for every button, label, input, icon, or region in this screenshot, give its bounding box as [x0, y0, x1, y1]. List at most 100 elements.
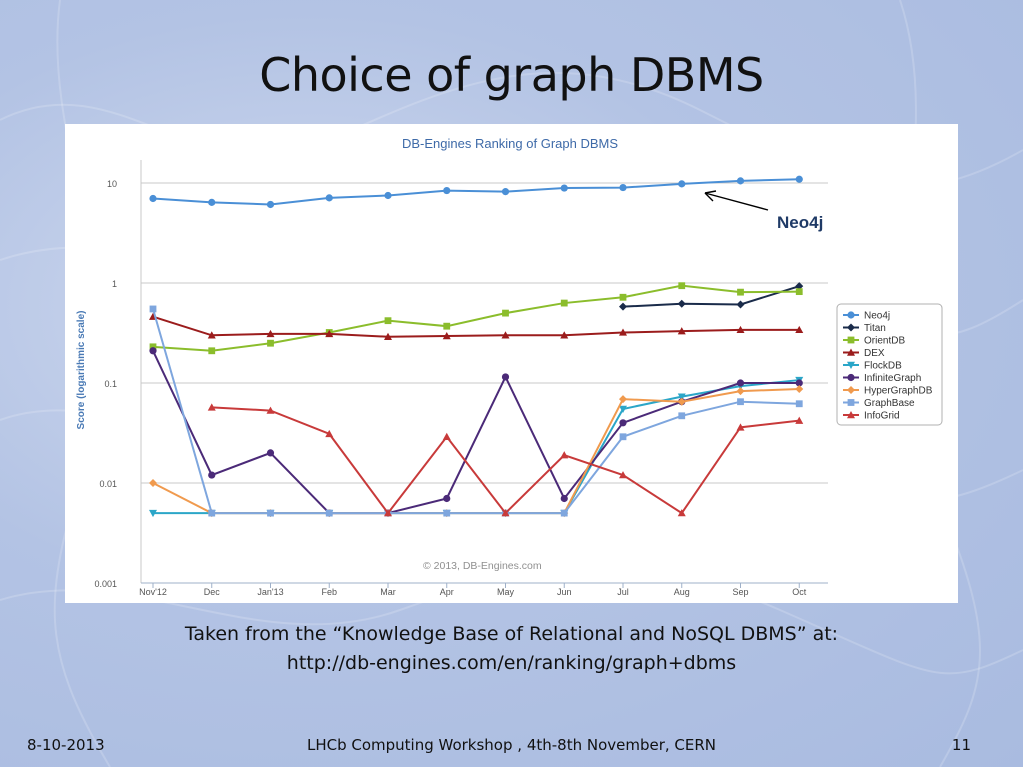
data-point-graphbase	[678, 412, 686, 420]
chart-credit: © 2013, DB-Engines.com	[423, 560, 542, 572]
data-point-infogrid	[442, 432, 451, 440]
data-point-orientdb	[795, 288, 803, 296]
series-line-orientdb	[152, 284, 800, 352]
x-tick-label: Jun	[557, 587, 572, 597]
series-line-hypergraphdb	[152, 388, 800, 515]
data-point-flockdb	[619, 405, 627, 413]
data-point-infogrid	[266, 406, 275, 414]
data-point-graphbase	[737, 398, 744, 406]
line-chart: DB-Engines Ranking of Graph DBMS Score (…	[76, 136, 943, 597]
data-point-dex	[384, 332, 392, 340]
legend-label-graphbase: GraphBase	[864, 398, 915, 409]
data-point-infinitegraph	[501, 373, 510, 381]
data-point-infinitegraph	[443, 494, 451, 503]
legend-box	[836, 303, 943, 426]
data-point-neo4j	[501, 188, 510, 196]
legend-marker-orientdb	[847, 336, 855, 344]
legend-label-flockdb: FlockDB	[864, 361, 902, 372]
data-point-dex	[560, 331, 569, 339]
legend-marker-neo4j	[847, 311, 855, 319]
data-point-dex	[619, 328, 627, 336]
data-point-graphbase	[325, 509, 333, 517]
data-point-orientdb	[267, 339, 274, 347]
x-tick-label: Jul	[617, 587, 629, 597]
x-tick-label: Feb	[321, 587, 337, 597]
data-point-neo4j	[266, 200, 275, 209]
legend-marker-graphbase	[847, 399, 855, 406]
data-point-dex	[677, 327, 686, 335]
data-point-dex	[266, 329, 275, 338]
chart-title: DB-Engines Ranking of Graph DBMS	[402, 136, 618, 151]
data-point-dex	[795, 325, 804, 334]
data-point-graphbase	[795, 400, 803, 408]
data-point-orientdb	[678, 282, 686, 290]
data-point-infogrid	[384, 509, 392, 517]
legend-marker-infogrid	[847, 411, 855, 419]
data-point-titan	[619, 302, 627, 311]
x-tick-label: Mar	[380, 587, 396, 597]
data-point-orientdb	[384, 317, 392, 325]
data-point-neo4j	[325, 194, 333, 202]
data-point-graphbase	[149, 305, 157, 313]
data-point-titan	[795, 282, 804, 291]
data-point-infinitegraph	[560, 494, 568, 503]
legend-label-hypergraphdb: HyperGraphDB	[864, 386, 933, 397]
caption-url[interactable]: http://db-engines.com/en/ranking/graph+d…	[286, 652, 737, 674]
data-point-flockdb	[149, 509, 157, 518]
data-point-hypergraphdb	[677, 397, 686, 406]
series-layer	[149, 175, 804, 518]
data-point-graphbase	[267, 509, 274, 517]
x-tick-label: Nov'12	[139, 587, 167, 597]
data-point-dex	[442, 332, 451, 340]
series-line-infogrid	[211, 406, 800, 515]
y-tick-label: 0.01	[99, 479, 117, 489]
series-orientdb	[149, 282, 803, 355]
y-tick-label: 1	[112, 279, 117, 289]
data-point-dex	[736, 325, 745, 334]
legend-marker-infinitegraph	[847, 373, 855, 382]
legend-label-dex: DEX	[864, 348, 885, 359]
data-point-infogrid	[207, 403, 216, 411]
data-point-graphbase	[208, 509, 216, 517]
data-point-hypergraphdb	[619, 395, 627, 404]
data-point-titan	[677, 299, 686, 308]
data-point-infinitegraph	[149, 347, 157, 355]
data-point-infinitegraph	[266, 449, 275, 457]
slide-title: Choice of graph DBMS	[259, 48, 764, 102]
x-tick-label: Jan'13	[257, 587, 283, 597]
series-line-neo4j	[152, 178, 800, 206]
data-point-neo4j	[795, 175, 803, 183]
data-point-orientdb	[560, 299, 568, 307]
legend-label-infinitegraph: InfiniteGraph	[864, 373, 921, 384]
x-tick-label: Aug	[674, 587, 690, 597]
series-titan	[619, 282, 804, 311]
x-tick-label: Apr	[440, 587, 454, 597]
data-point-hypergraphdb	[736, 387, 745, 396]
data-point-orientdb	[208, 347, 216, 355]
data-point-orientdb	[737, 288, 744, 296]
legend-marker-hypergraphdb	[847, 386, 855, 394]
data-point-infogrid	[677, 509, 686, 517]
y-tick-label: 10	[107, 179, 117, 189]
neo4j-annotation: Neo4j	[704, 190, 823, 232]
series-infogrid	[207, 403, 804, 517]
annotation-arrow	[704, 192, 769, 211]
series-graphbase	[149, 305, 803, 517]
x-tick-label: Oct	[792, 587, 807, 597]
data-point-orientdb	[149, 343, 157, 351]
data-point-hypergraphdb	[149, 479, 157, 487]
data-point-neo4j	[678, 180, 686, 188]
data-point-infogrid	[736, 423, 745, 431]
data-point-infogrid	[560, 451, 569, 459]
data-point-neo4j	[619, 183, 627, 192]
chart-axes: 0.001 0.01 0.1 1 10 Nov'12 Dec Jan'13 Feb Mar Apr M…	[94, 160, 828, 597]
legend-label-orientdb: OrientDB	[864, 336, 905, 347]
legend-marker-dex	[847, 348, 855, 356]
data-point-orientdb	[502, 309, 509, 317]
data-point-dex	[207, 331, 216, 339]
data-point-neo4j	[560, 184, 568, 192]
data-point-infinitegraph	[736, 379, 745, 387]
series-line-dex	[152, 315, 800, 338]
data-point-orientdb	[443, 322, 451, 330]
